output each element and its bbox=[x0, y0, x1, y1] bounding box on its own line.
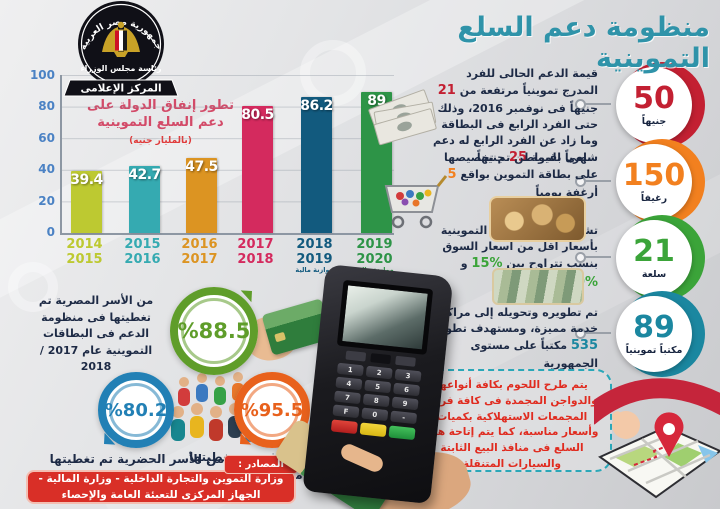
families-stat-text: من الأسر المصرية تم تغطيتها فى منظومة ال… bbox=[38, 294, 154, 373]
logo-banner-text: المركز الإعلامى bbox=[80, 83, 161, 95]
eagle-emblem-icon bbox=[102, 21, 140, 57]
enter-key bbox=[388, 425, 416, 441]
y-axis-tick: 0 bbox=[46, 225, 55, 239]
spending-bar-chart: تطور إنفاق الدولة على دعم السلع التمويني… bbox=[28, 62, 400, 277]
sources-box: وزارة التموين والتجارة الداخلية - وزارة … bbox=[26, 470, 296, 504]
x-axis-label: 2015 2016 bbox=[124, 237, 161, 267]
y-axis-tick: 20 bbox=[38, 194, 55, 208]
rural-gauge-value: %95.5 bbox=[240, 399, 304, 421]
x-axis-label: 2017 2018 bbox=[237, 237, 274, 267]
chart-subtitle: (بالمليار جنيه) bbox=[83, 136, 238, 146]
families-gauge: %88.5 bbox=[170, 279, 264, 375]
logo-arc-bottom-text: رئاسة مجلس الوزراء bbox=[81, 64, 162, 74]
pos-screen bbox=[336, 279, 434, 355]
connector-line bbox=[575, 176, 611, 187]
shopping-cart-illustration bbox=[384, 175, 448, 229]
map-pin-icon bbox=[654, 412, 684, 457]
page-title: منظومة دعم السلع التموينية bbox=[457, 12, 710, 74]
clear-key bbox=[359, 422, 387, 438]
chart-plot-area: 39.4 42.7 47.5 80.5 86.2 89 bbox=[60, 75, 394, 235]
families-gauge-value: %88.5 bbox=[177, 319, 251, 343]
cancel-key bbox=[330, 419, 358, 435]
fact-loaves-text: شهرياً للمواطن تم تخصيصها على بطاقة التم… bbox=[444, 151, 598, 199]
fact-offices-text: تم تطويره وتحويله إلى مراكز خدمة مميزة، … bbox=[434, 306, 598, 370]
bakery-photo bbox=[489, 196, 586, 242]
urban-gauge: %80.2 bbox=[92, 372, 174, 456]
chart-title: تطور إنفاق الدولة على دعم السلع التمويني… bbox=[83, 98, 238, 132]
x-axis-label: 2016 2017 bbox=[181, 237, 218, 267]
fact-pounds-text: قيمة الدعم الحالى للفرد المدرج تموينياً … bbox=[433, 67, 598, 165]
badge-offices: 89 مكتباً تموينياً bbox=[605, 291, 705, 377]
badge-pounds: 50 جنيهاً bbox=[605, 62, 705, 148]
map-illustration bbox=[594, 378, 720, 499]
connector-line bbox=[575, 252, 611, 263]
badge-commodities: 21 سلعة bbox=[605, 215, 705, 301]
subsidized-goods-photo bbox=[492, 268, 584, 305]
connector-line bbox=[575, 99, 611, 110]
x-axis-label: 2014 2015 bbox=[66, 237, 103, 267]
y-axis-tick: 100 bbox=[29, 68, 55, 82]
y-axis-tick: 80 bbox=[38, 99, 55, 113]
government-logo: جمهورية مصر العربية رئاسة مجلس الوزراء ا… bbox=[63, 1, 179, 97]
x-axis-label: 2018 2019 موازنة مالية bbox=[295, 237, 334, 275]
badge-loaves: 150 رغيفاً bbox=[605, 139, 705, 225]
y-axis-tick: 40 bbox=[38, 162, 55, 176]
urban-gauge-value: %80.2 bbox=[104, 399, 168, 421]
connector-line bbox=[575, 328, 611, 339]
y-axis-tick: 60 bbox=[38, 131, 55, 145]
